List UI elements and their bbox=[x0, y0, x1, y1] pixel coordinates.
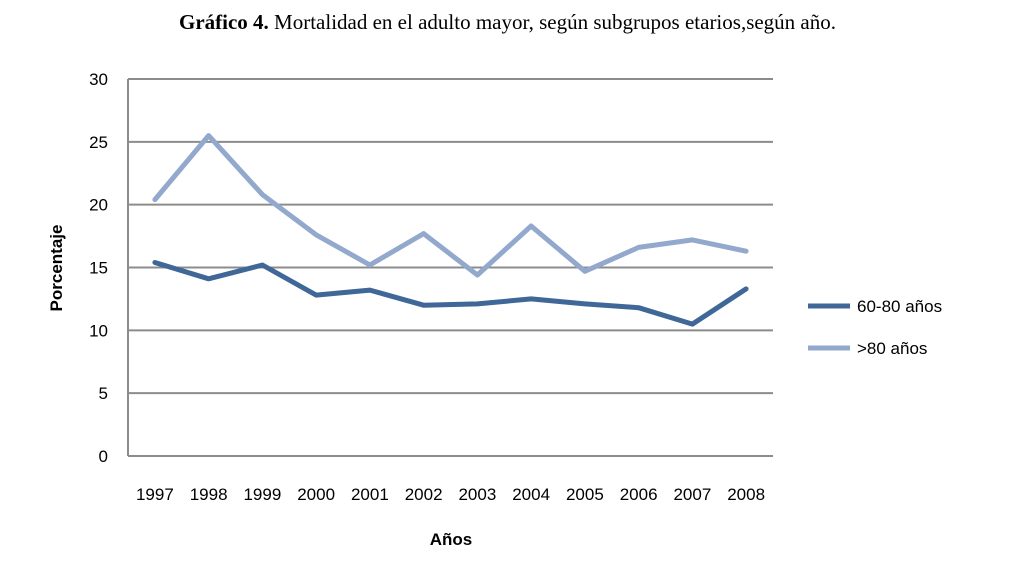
x-tick-label: 1999 bbox=[243, 485, 281, 504]
x-tick-label: 1997 bbox=[136, 485, 174, 504]
data-point bbox=[260, 263, 264, 267]
y-axis-title: Porcentaje bbox=[47, 225, 66, 312]
y-tick-label: 25 bbox=[89, 133, 108, 152]
data-point bbox=[207, 277, 211, 281]
data-point bbox=[475, 302, 479, 306]
y-tick-label: 10 bbox=[89, 321, 108, 340]
x-tick-label: 2006 bbox=[620, 485, 658, 504]
x-tick-label: 2003 bbox=[458, 485, 496, 504]
data-point bbox=[368, 288, 372, 292]
data-point bbox=[744, 287, 748, 291]
data-point bbox=[422, 232, 426, 236]
x-tick-label: 2008 bbox=[727, 485, 765, 504]
y-tick-labels: 0 5 10 15 20 25 30 bbox=[89, 70, 108, 466]
data-point bbox=[207, 134, 211, 138]
data-point bbox=[422, 303, 426, 307]
data-point bbox=[690, 322, 694, 326]
data-point bbox=[153, 198, 157, 202]
x-tick-labels: 1997 1998 1999 2000 2001 2002 2003 2004 2005 2006… bbox=[136, 485, 765, 504]
data-point bbox=[637, 245, 641, 249]
y-tick-label: 15 bbox=[89, 259, 108, 278]
legend-label: >80 años bbox=[857, 339, 927, 358]
data-point bbox=[153, 260, 157, 264]
data-point bbox=[475, 273, 479, 277]
chart-title: Gráfico 4. Mortalidad en el adulto mayor… bbox=[0, 10, 1015, 35]
x-tick-label: 1998 bbox=[190, 485, 228, 504]
data-point bbox=[529, 297, 533, 301]
series-lines bbox=[152, 133, 749, 327]
x-tick-label: 2005 bbox=[566, 485, 604, 504]
data-point bbox=[583, 269, 587, 273]
y-tick-label: 0 bbox=[99, 447, 108, 466]
data-point bbox=[529, 224, 533, 228]
series-line-2 bbox=[152, 133, 749, 278]
legend: 60-80 años >80 años bbox=[808, 297, 942, 358]
x-tick-label: 2001 bbox=[351, 485, 389, 504]
data-point bbox=[690, 238, 694, 242]
chart-title-bold: Gráfico 4. bbox=[178, 10, 269, 34]
legend-label: 60-80 años bbox=[857, 297, 942, 316]
x-tick-label: 2004 bbox=[512, 485, 550, 504]
data-point bbox=[314, 233, 318, 237]
chart-title-rest: Mortalidad en el adulto mayor, según sub… bbox=[268, 10, 837, 34]
data-point bbox=[583, 302, 587, 306]
series-line-1 bbox=[152, 260, 749, 327]
x-axis-title: Años bbox=[430, 530, 473, 549]
x-tick-label: 2000 bbox=[297, 485, 335, 504]
y-tick-label: 5 bbox=[99, 384, 108, 403]
gridlines bbox=[127, 78, 773, 457]
x-tick-label: 2002 bbox=[405, 485, 443, 504]
x-tick-label: 2007 bbox=[673, 485, 711, 504]
data-point bbox=[314, 293, 318, 297]
data-point bbox=[260, 193, 264, 197]
data-point bbox=[637, 306, 641, 310]
data-point bbox=[744, 249, 748, 253]
data-point bbox=[368, 263, 372, 267]
y-tick-label: 20 bbox=[89, 196, 108, 215]
y-tick-label: 30 bbox=[89, 70, 108, 89]
